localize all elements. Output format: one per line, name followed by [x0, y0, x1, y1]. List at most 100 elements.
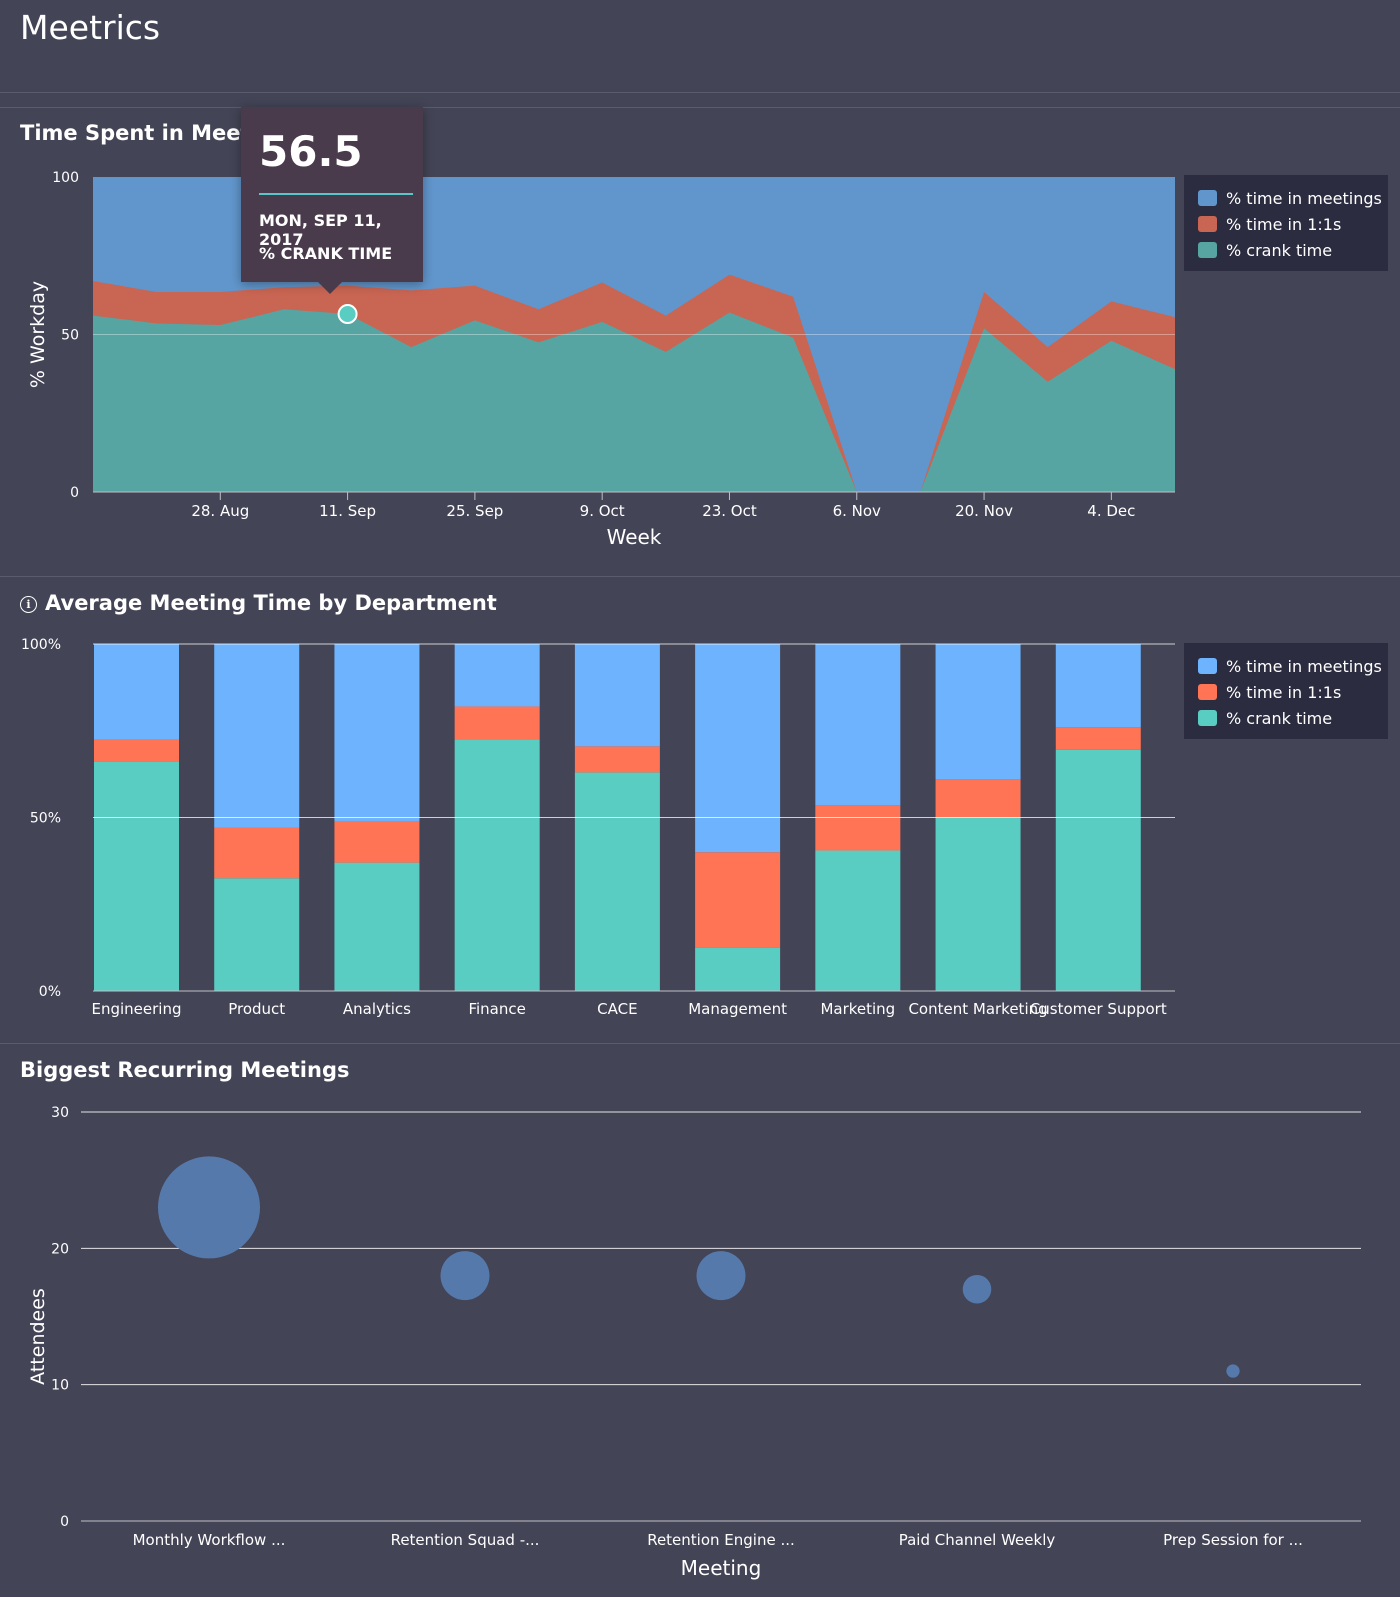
bubble: [1226, 1364, 1240, 1378]
y-axis-title: % Workday: [27, 281, 49, 388]
tooltip-divider: [259, 193, 413, 195]
y-tick-label: 20: [51, 1241, 69, 1257]
hover-point: [337, 304, 358, 325]
recurring-bubble-chart: 0 10 20 30 Monthly Workflow ... Retention Squ…: [27, 1105, 1361, 1580]
x-tick-label: Marketing: [820, 1000, 895, 1018]
bubble: [962, 1274, 992, 1304]
bar-meetings: [1055, 644, 1141, 728]
y-axis-title: Attendees: [27, 1288, 49, 1385]
legend-label: % crank time: [1226, 240, 1333, 260]
bar-ones: [815, 805, 901, 851]
x-tick-label: Content Marketing: [908, 1000, 1047, 1018]
legend-swatch: [1198, 190, 1217, 206]
bar-meetings: [334, 644, 420, 821]
header-divider-lower: [0, 107, 1400, 108]
y-tick-label: 50%: [30, 811, 61, 827]
legend-swatch: [1198, 658, 1217, 674]
bar-ones: [94, 739, 179, 762]
department-legend: % time in meetings % time in 1:1s % crank …: [1184, 643, 1388, 739]
x-tick-label: 6. Nov: [833, 502, 881, 520]
y-tick-label: 0%: [39, 984, 61, 1000]
bubble: [158, 1156, 260, 1259]
x-tick-label: Retention Squad -...: [391, 1531, 540, 1549]
department-bar-chart: Engineering Product Analytics Finance CACE Ma…: [21, 637, 1175, 1018]
bar-meetings: [94, 644, 179, 740]
x-tick-label: Monthly Workflow ...: [133, 1531, 286, 1549]
y-tick-label: 100: [52, 170, 79, 186]
x-tick-label: Product: [228, 1000, 285, 1018]
app-title: Meetrics: [20, 8, 161, 47]
x-tick-label: Prep Session for ...: [1163, 1531, 1303, 1549]
bar-ones: [214, 827, 300, 879]
legend-swatch: [1198, 216, 1217, 232]
bar-crank: [935, 817, 1021, 991]
chart-tooltip: 56.5 MON, SEP 11, 2017 % CRANK TIME: [241, 107, 423, 294]
x-tick-label: Analytics: [343, 1000, 411, 1018]
y-tick-label: 30: [51, 1105, 69, 1121]
bar-crank: [1055, 749, 1141, 991]
bar-ones: [454, 706, 540, 740]
y-tick-label: 50: [61, 328, 79, 344]
legend-label: % time in meetings: [1226, 656, 1382, 676]
bar-crank: [214, 878, 300, 991]
x-axis-title: Week: [607, 525, 662, 549]
legend-item[interactable]: % time in meetings: [1198, 653, 1388, 679]
x-axis-title: Meeting: [681, 1556, 762, 1580]
legend-swatch: [1198, 242, 1217, 258]
x-tick-label: 25. Sep: [446, 502, 503, 520]
x-tick-label: Finance: [468, 1000, 525, 1018]
y-tick-label: 10: [51, 1378, 69, 1394]
x-tick-label: Customer Support: [1030, 1000, 1167, 1018]
info-icon[interactable]: i: [20, 596, 37, 613]
x-tick-label: 28. Aug: [191, 502, 249, 520]
recurring-title: Biggest Recurring Meetings: [20, 1058, 350, 1082]
legend-item[interactable]: % time in meetings: [1198, 185, 1388, 211]
tooltip-date: MON, SEP 11, 2017: [259, 211, 382, 249]
bar-crank: [454, 739, 540, 991]
header-divider: [0, 92, 1400, 93]
time-spent-legend: % time in meetings % time in 1:1s % crank …: [1184, 175, 1388, 271]
tooltip-series: % CRANK TIME: [259, 244, 393, 263]
bar-meetings: [935, 644, 1021, 780]
legend-label: % time in meetings: [1226, 188, 1382, 208]
legend-swatch: [1198, 710, 1217, 726]
x-tick-label: 9. Oct: [580, 502, 625, 520]
bar-meetings: [214, 644, 300, 828]
bubble: [696, 1251, 746, 1301]
bar-ones: [334, 820, 420, 863]
x-tick-label: CACE: [597, 1000, 637, 1018]
x-tick-label: 23. Oct: [702, 502, 757, 520]
legend-label: % crank time: [1226, 708, 1333, 728]
legend-item[interactable]: % time in 1:1s: [1198, 679, 1388, 705]
department-title: i Average Meeting Time by Department: [20, 591, 497, 615]
bubble: [440, 1251, 490, 1301]
bar-crank: [334, 862, 420, 991]
bar-crank: [695, 947, 781, 991]
time-spent-area-chart: 0 50 100 28. Aug 11. Sep 25. Sep 9. Oct 23. Oct…: [27, 170, 1175, 549]
bar-meetings: [695, 644, 781, 853]
x-tick-label: Engineering: [92, 1000, 182, 1018]
section-divider-2: [0, 1043, 1400, 1044]
bar-ones: [935, 779, 1021, 818]
tooltip-value: 56.5: [259, 127, 363, 176]
bar-crank: [815, 850, 901, 991]
y-tick-label: 0: [70, 485, 79, 501]
bar-crank: [574, 772, 660, 991]
bar-meetings: [815, 644, 901, 806]
legend-item[interactable]: % crank time: [1198, 705, 1388, 731]
bar-meetings: [574, 644, 660, 747]
legend-item[interactable]: % crank time: [1198, 237, 1388, 263]
x-tick-label: 11. Sep: [319, 502, 376, 520]
bar-ones: [574, 746, 660, 773]
legend-item[interactable]: % time in 1:1s: [1198, 211, 1388, 237]
section-divider-1: [0, 576, 1400, 577]
bar-meetings: [454, 644, 540, 707]
bar-ones: [695, 852, 781, 948]
x-tick-label: 20. Nov: [955, 502, 1013, 520]
bar-ones: [1055, 727, 1141, 750]
x-tick-label: Retention Engine ...: [647, 1531, 795, 1549]
legend-label: % time in 1:1s: [1226, 214, 1342, 234]
y-tick-label: 0: [60, 1514, 69, 1530]
x-tick-label: Paid Channel Weekly: [899, 1531, 1056, 1549]
bar-crank: [94, 761, 179, 991]
